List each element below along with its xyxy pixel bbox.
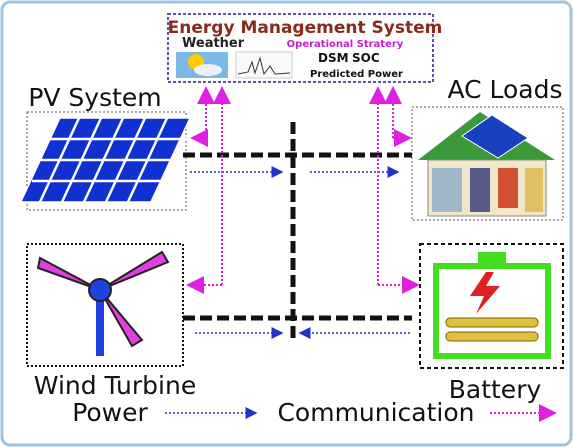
page: {"ems": {"title": "Energy Management Sys… <box>0 0 573 447</box>
wind-turbine <box>27 244 183 366</box>
battery <box>420 244 563 368</box>
legend-communication: Communication <box>277 398 474 427</box>
ems-strategy: Operational Stratery <box>287 39 404 50</box>
wind-label: Wind Turbine <box>34 371 196 400</box>
ems-predicted: Predicted Power <box>310 69 403 80</box>
ems-weather: Weather <box>182 36 245 51</box>
legend-power: Power <box>72 398 148 427</box>
ems-soc: SOC <box>352 51 380 65</box>
pv-panel <box>21 112 190 210</box>
diagram: Energy Management System Weather Operati… <box>0 0 573 447</box>
ems-dsm: DSM <box>318 51 349 65</box>
ems-box: Energy Management System Weather Operati… <box>168 14 443 82</box>
pv-label: PV System <box>28 83 161 112</box>
house <box>412 107 563 220</box>
ems-title: Energy Management System <box>168 18 443 38</box>
ac-label: AC Loads <box>447 75 562 104</box>
